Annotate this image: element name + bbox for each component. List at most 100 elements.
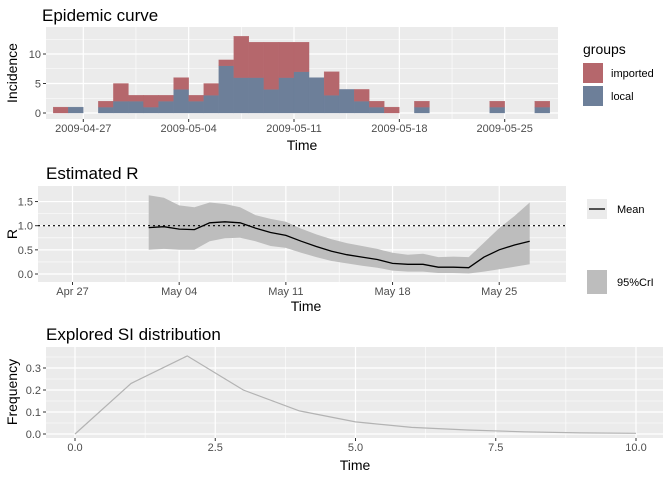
si-distribution-panel: Explored SI distribution 0.0 0.1 0.2 0.3 0.…	[4, 325, 663, 473]
estimated-r-legend: Mean 95%CrI	[587, 199, 654, 294]
si-y-label: Frequency	[4, 359, 20, 425]
bar-imported	[158, 95, 174, 102]
legend-label-imported: imported	[611, 68, 654, 80]
credible-interval-ribbon	[148, 195, 530, 274]
estimated-r-x-tick-label: May 04	[161, 286, 197, 298]
bar-imported	[233, 36, 250, 78]
si-y-tick-label: 0.2	[26, 385, 41, 397]
estimated-r-x-tick-label: May 25	[481, 286, 517, 298]
si-plot-background	[46, 347, 663, 438]
epicurve-x-tick-label: 2009-05-25	[477, 123, 533, 135]
bar-imported	[263, 42, 280, 90]
estimated-r-x-tick-label: May 11	[268, 286, 303, 298]
estimated-r-x-tick-label: Apr 27	[56, 286, 88, 298]
epicurve-y-tick-label: 5	[35, 79, 41, 91]
estimated-r-y-ticks: 0.0 0.5 1.0 1.5	[18, 197, 38, 281]
epicurve-x-tick-label: 2009-05-18	[371, 123, 427, 135]
bar-imported	[113, 83, 129, 102]
bar-local	[293, 71, 310, 114]
legend-key-95crl	[587, 270, 607, 294]
legend-title-groups: groups	[583, 41, 626, 57]
bar-local	[308, 77, 325, 114]
estimated-r-y-tick-label: 1.5	[18, 197, 33, 209]
bar-local	[369, 106, 385, 114]
si-title: Explored SI distribution	[46, 325, 221, 344]
legend-label-95crl: 95%CrI	[617, 277, 654, 289]
estimated-r-x-tick-label: May 18	[375, 286, 411, 298]
bar-local	[68, 106, 84, 114]
epicurve-x-tick-label: 2009-05-11	[266, 123, 321, 135]
bar-imported	[489, 101, 505, 108]
epicurve-y-tick-label: 0	[35, 108, 41, 120]
epicurve-bars	[53, 36, 550, 114]
si-x-label: Time	[340, 457, 371, 473]
bar-local	[158, 101, 174, 114]
epicurve-y-ticks: 0 5 10	[29, 49, 46, 120]
epicurve-title: Epidemic curve	[42, 6, 158, 25]
estimated-r-x-label: Time	[291, 298, 322, 314]
si-x-tick-label: 0.0	[67, 442, 82, 454]
si-x-ticks: 0.0 2.5 5.0 7.5 10.0	[67, 438, 647, 454]
bar-imported	[534, 101, 550, 108]
si-x-tick-label: 7.5	[488, 442, 503, 454]
bar-imported	[323, 71, 340, 96]
bar-local	[233, 77, 250, 114]
estimated-r-y-tick-label: 0.5	[18, 245, 33, 257]
si-x-tick-label: 5.0	[348, 442, 363, 454]
legend-key-imported	[583, 63, 603, 83]
estimated-r-panel: Estimated R 0.0 0.5 1.0 1.5 Apr 27 May 04 May…	[4, 164, 654, 314]
bar-local	[489, 106, 505, 114]
bar-local	[338, 89, 355, 114]
bar-local	[173, 89, 189, 114]
bar-local	[248, 77, 265, 114]
bar-local	[128, 101, 144, 114]
si-distribution-line	[74, 355, 637, 435]
epicurve-x-ticks: 2009-04-27 2009-05-04 2009-05-11 2009-05-18…	[55, 119, 533, 135]
epicurve-x-tick-label: 2009-04-27	[55, 123, 111, 135]
si-y-tick-label: 0.0	[26, 429, 41, 441]
bar-imported	[173, 77, 189, 90]
bar-imported	[384, 106, 400, 114]
si-gridlines	[46, 347, 663, 438]
si-x-tick-label: 10.0	[625, 442, 646, 454]
bar-imported	[203, 83, 219, 96]
bar-imported	[414, 101, 430, 108]
bar-local	[354, 101, 370, 114]
si-y-ticks: 0.0 0.1 0.2 0.3	[26, 363, 46, 441]
bar-local	[218, 65, 234, 114]
estimated-r-y-tick-label: 0.0	[18, 269, 33, 281]
bar-local	[188, 101, 204, 114]
epicurve-x-label: Time	[287, 137, 318, 153]
estimated-r-y-tick-label: 1.0	[18, 221, 33, 233]
bar-imported	[354, 89, 370, 102]
bar-local	[143, 106, 159, 114]
bar-imported	[278, 42, 295, 78]
estimated-r-y-label: R	[4, 229, 20, 239]
si-x-tick-label: 2.5	[208, 442, 223, 454]
legend-label-mean: Mean	[617, 204, 645, 216]
si-y-tick-label: 0.1	[26, 407, 41, 419]
bar-local	[203, 95, 219, 114]
bar-imported	[369, 101, 385, 108]
bar-imported	[53, 106, 69, 114]
epicurve-panel: Epidemic curve 0 5 10 2009-04-27 2009-05-04…	[4, 6, 654, 153]
epicurve-legend: groups imported local	[583, 41, 654, 106]
epicurve-y-tick-label: 10	[29, 49, 41, 61]
epicurve-x-tick-label: 2009-05-04	[161, 123, 217, 135]
epicurve-y-label: Incidence	[4, 43, 20, 103]
bar-imported	[128, 95, 144, 102]
bar-imported	[218, 59, 234, 66]
estimated-r-x-ticks: Apr 27 May 04 May 11 May 18 May 25	[56, 282, 517, 298]
legend-key-local	[583, 86, 603, 106]
bar-local	[278, 77, 295, 114]
mean-r-line	[148, 221, 530, 269]
bar-imported	[143, 95, 159, 108]
estimated-r-title: Estimated R	[46, 164, 139, 183]
si-y-tick-label: 0.3	[26, 363, 41, 375]
bar-local	[263, 89, 280, 114]
bar-local	[414, 106, 430, 114]
bar-local	[113, 101, 129, 114]
bar-local	[98, 106, 114, 114]
bar-imported	[188, 95, 204, 102]
